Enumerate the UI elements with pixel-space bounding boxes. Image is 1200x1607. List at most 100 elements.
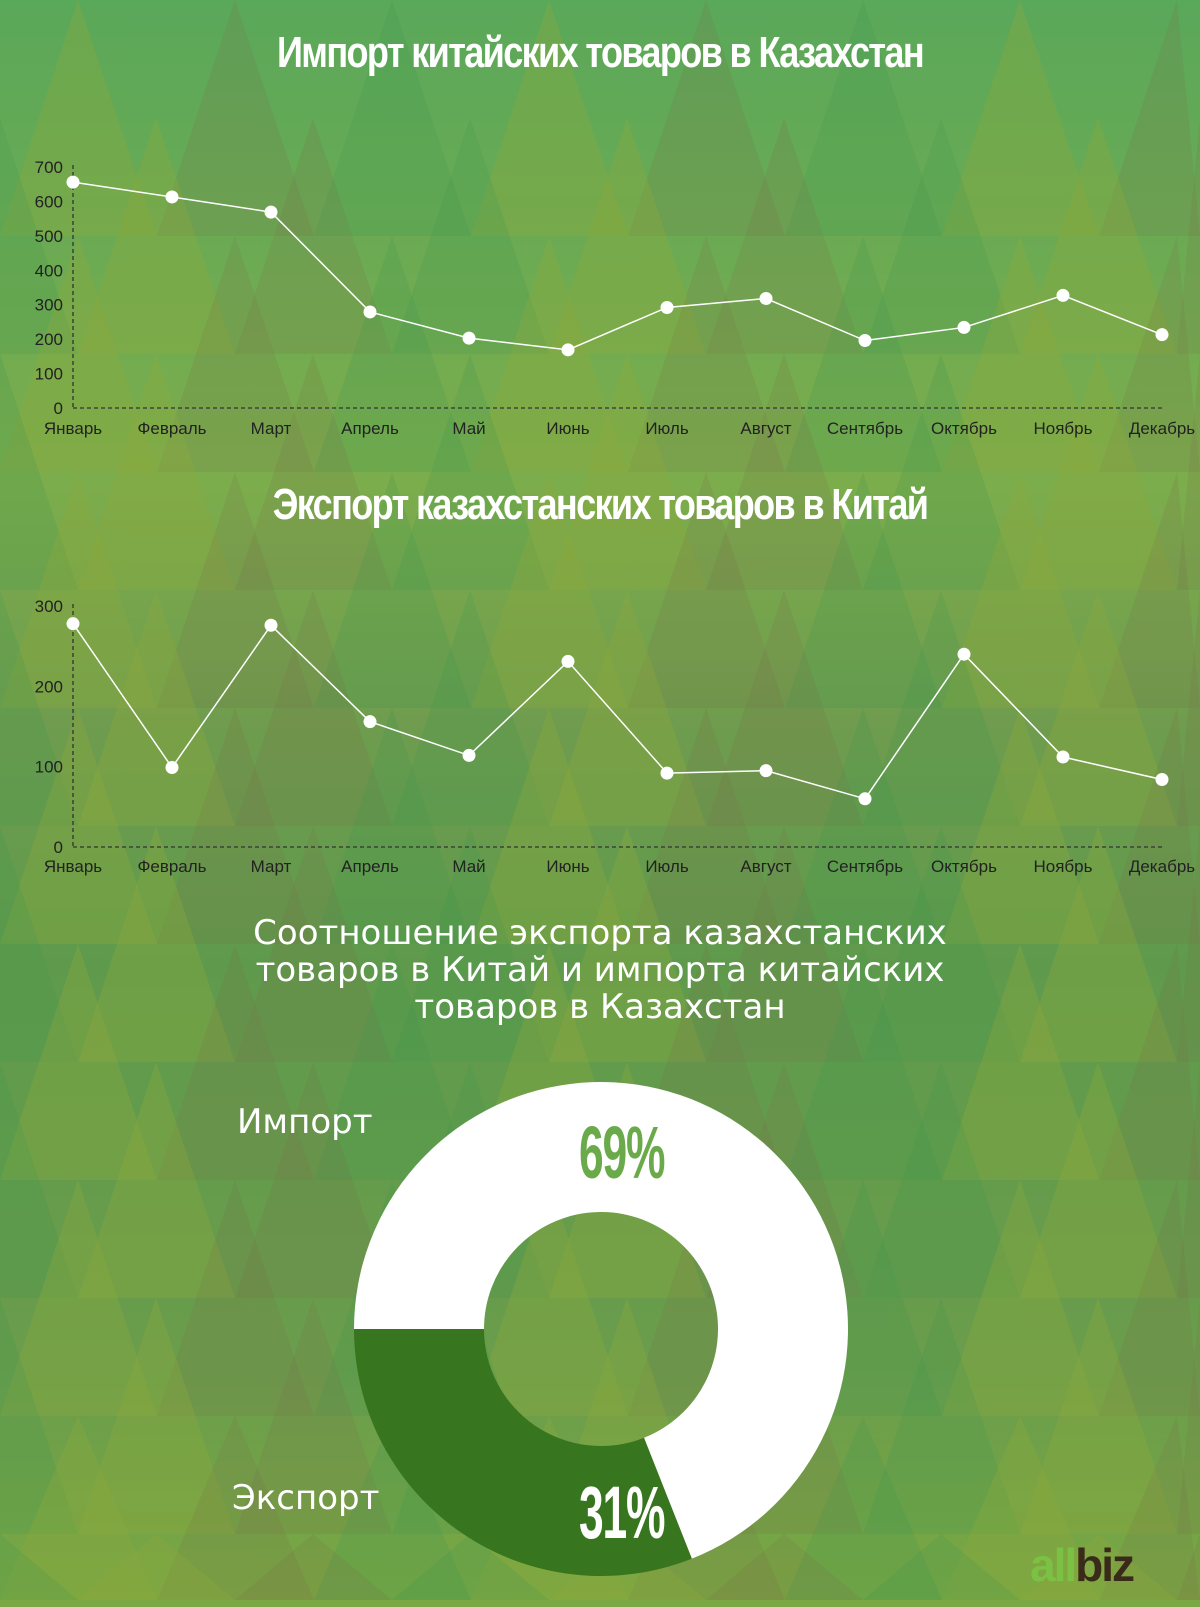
background-triangle xyxy=(471,472,628,708)
background-triangle xyxy=(0,1298,78,1534)
data-point xyxy=(561,654,575,668)
background-triangle xyxy=(628,236,785,472)
series-line xyxy=(72,623,1163,800)
data-point xyxy=(66,617,80,631)
background-triangle xyxy=(706,590,863,826)
background-triangle xyxy=(706,354,863,590)
background-triangle xyxy=(1099,0,1200,236)
background-triangle xyxy=(863,354,1020,590)
background-triangle xyxy=(78,826,235,1062)
background-triangle xyxy=(314,708,471,944)
data-point xyxy=(66,175,80,189)
background-triangle xyxy=(0,472,157,708)
background-triangle xyxy=(78,354,235,590)
background-triangle xyxy=(0,1062,78,1298)
y-tick-label: 700 xyxy=(35,158,63,177)
background-triangle xyxy=(235,590,392,826)
data-point xyxy=(660,766,674,780)
export-percent-label: 31% xyxy=(579,1471,665,1554)
background-triangle xyxy=(1177,590,1200,826)
background-triangle xyxy=(1099,472,1200,708)
x-tick-label: Август xyxy=(740,857,791,876)
allbiz-logo: allbiz xyxy=(1030,1539,1135,1591)
background-triangle xyxy=(0,826,78,1062)
background-triangle xyxy=(78,590,235,826)
data-point xyxy=(561,343,575,357)
data-point xyxy=(957,320,971,334)
data-point xyxy=(165,760,179,774)
background-triangle xyxy=(549,354,706,590)
background-triangle xyxy=(1099,944,1200,1180)
background-triangle xyxy=(0,236,157,472)
y-tick-label: 300 xyxy=(35,597,63,616)
background-triangle xyxy=(392,590,549,826)
background-triangle xyxy=(0,1180,157,1416)
background-triangle xyxy=(392,1534,549,1600)
y-tick-label: 0 xyxy=(54,838,63,857)
export-slice-label: Экспорт xyxy=(232,1478,380,1518)
x-tick-label: Апрель xyxy=(341,857,399,876)
background-triangle xyxy=(942,944,1099,1180)
x-tick-label: Февраль xyxy=(137,419,206,438)
background-triangle xyxy=(0,118,78,354)
series-line xyxy=(72,181,1163,351)
background-triangle xyxy=(314,236,471,472)
background-triangle xyxy=(471,236,628,472)
background-triangle xyxy=(0,708,157,944)
y-tick-label: 400 xyxy=(35,261,63,280)
x-tick-label: Июнь xyxy=(546,419,589,438)
y-tick-label: 100 xyxy=(35,365,63,384)
x-tick-label: Март xyxy=(251,857,292,876)
background-triangle xyxy=(706,826,863,1062)
background-triangle xyxy=(1177,1534,1200,1600)
x-tick-label: Сентябрь xyxy=(827,419,903,438)
background-triangle xyxy=(942,1180,1099,1416)
pie-title-line: товаров в Казахстан xyxy=(414,987,786,1027)
data-point xyxy=(1056,288,1070,302)
y-tick-label: 0 xyxy=(54,399,63,418)
background-triangle xyxy=(157,708,314,944)
y-tick-label: 200 xyxy=(35,677,63,696)
background-triangle xyxy=(1177,1062,1200,1298)
background-triangle xyxy=(157,1180,314,1416)
data-point xyxy=(363,715,377,729)
background-triangle xyxy=(785,944,942,1180)
background-triangle xyxy=(0,944,157,1180)
background-triangle xyxy=(1020,1062,1177,1298)
x-tick-label: Октябрь xyxy=(931,857,997,876)
data-point xyxy=(165,190,179,204)
background-triangle xyxy=(628,708,785,944)
data-point xyxy=(858,334,872,348)
y-tick-label: 500 xyxy=(35,227,63,246)
background-triangle xyxy=(1020,1298,1177,1534)
data-point xyxy=(1056,750,1070,764)
background-triangle xyxy=(314,944,471,1180)
data-point xyxy=(1155,328,1169,342)
background-triangle xyxy=(863,590,1020,826)
background-triangle xyxy=(1177,354,1200,590)
logo-part2: biz xyxy=(1075,1539,1135,1591)
background-triangle xyxy=(157,236,314,472)
background-triangle xyxy=(0,0,157,236)
background-triangle xyxy=(942,472,1099,708)
data-point xyxy=(363,305,377,319)
import-percent-label: 69% xyxy=(579,1111,665,1194)
background-triangle xyxy=(78,118,235,354)
data-point xyxy=(759,764,773,778)
background-triangle xyxy=(785,1416,942,1600)
logo-part1: all xyxy=(1030,1539,1077,1591)
background-triangle xyxy=(942,708,1099,944)
data-point xyxy=(462,748,476,762)
background-triangle xyxy=(235,1534,392,1600)
background-triangle xyxy=(549,118,706,354)
background-triangle xyxy=(157,944,314,1180)
background-triangle xyxy=(0,590,78,826)
x-tick-label: Февраль xyxy=(137,857,206,876)
background-triangle xyxy=(0,354,78,590)
background-triangle xyxy=(1099,236,1200,472)
data-point xyxy=(759,292,773,306)
pie-chart-title: Соотношение экспорта казахстанских товар… xyxy=(0,915,1200,1026)
background-triangle xyxy=(471,0,628,236)
background-triangle xyxy=(78,1534,235,1600)
background-triangle xyxy=(314,0,471,236)
